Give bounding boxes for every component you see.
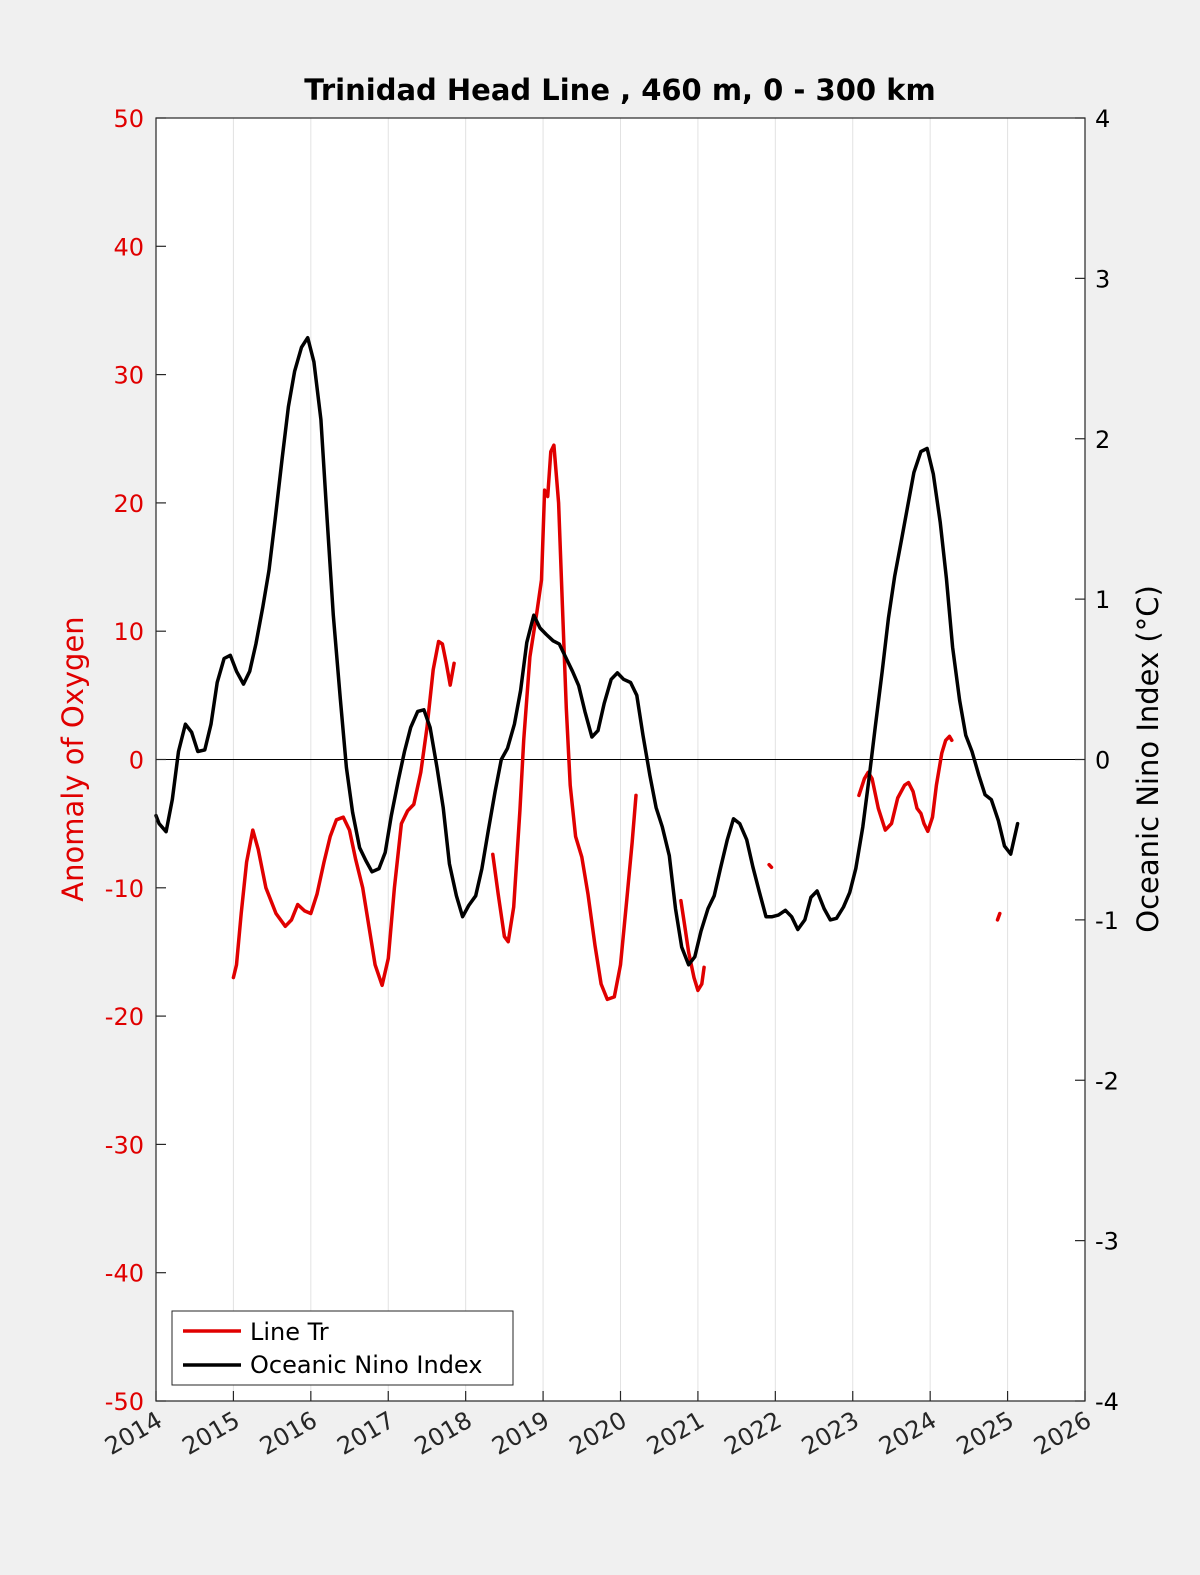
right-y-tick-label-0: 0 <box>1095 747 1110 775</box>
x-tick-label-2018: 2018 <box>410 1406 477 1461</box>
right-y-axis-tick-labels: 4 3 2 1 0 -1 -2 -3 -4 <box>1095 105 1119 1416</box>
x-tick-label-2017: 2017 <box>332 1406 399 1461</box>
x-tick-label-2026: 2026 <box>1029 1406 1096 1461</box>
left-y-tick-label--30: -30 <box>105 1131 144 1159</box>
left-y-axis-label: Anomaly of Oxygen <box>56 616 90 901</box>
line-tr-segment-2 <box>491 443 638 1002</box>
x-tick-label-2016: 2016 <box>255 1406 322 1461</box>
legend-box <box>171 1310 514 1386</box>
left-y-tick-label-0: 0 <box>129 747 144 775</box>
right-y-tick-label-2: 2 <box>1095 426 1110 454</box>
line-tr-segment-6 <box>995 911 1002 922</box>
x-tick-label-2022: 2022 <box>719 1406 786 1461</box>
series-layer <box>154 335 1020 1002</box>
right-y-tick-label--4: -4 <box>1095 1388 1119 1416</box>
left-y-axis-tick-labels: 50 40 30 20 10 0 -10 -20 -30 -40 -50 <box>105 105 144 1416</box>
left-y-tick-label--40: -40 <box>105 1260 144 1288</box>
x-tick-label-2020: 2020 <box>565 1406 632 1461</box>
legend-label-oni: Oceanic Nino Index <box>250 1351 482 1379</box>
line-tr-segment-5 <box>857 734 954 834</box>
line-tr-segment-3 <box>679 898 706 993</box>
right-y-tick-label--3: -3 <box>1095 1228 1119 1256</box>
x-tick-label-2024: 2024 <box>874 1406 941 1461</box>
line-tr-segment-4 <box>767 862 774 870</box>
right-y-tick-label-4: 4 <box>1095 105 1110 133</box>
line-tr-segment-1 <box>231 639 456 988</box>
right-y-tick-label-1: 1 <box>1095 586 1110 614</box>
right-y-axis-label: Oceanic Nino Index (°C) <box>1131 585 1165 933</box>
oni-line <box>154 335 1020 967</box>
left-y-tick-label-10: 10 <box>113 618 144 646</box>
left-y-tick-label-30: 30 <box>113 362 144 390</box>
x-tick-label-2023: 2023 <box>797 1406 864 1461</box>
x-tick-label-2019: 2019 <box>487 1406 554 1461</box>
left-y-tick-label--20: -20 <box>105 1003 144 1031</box>
left-y-tick-label-40: 40 <box>113 233 144 261</box>
right-y-tick-label--1: -1 <box>1095 907 1119 935</box>
left-y-tick-label-20: 20 <box>113 490 144 518</box>
left-y-tick-label--50: -50 <box>105 1388 144 1416</box>
x-tick-label-2015: 2015 <box>178 1406 245 1461</box>
x-tick-label-2025: 2025 <box>952 1406 1019 1461</box>
left-y-tick-label--10: -10 <box>105 875 144 903</box>
axis-ticks <box>155 117 1086 1402</box>
right-y-tick-label-3: 3 <box>1095 265 1110 293</box>
x-tick-label-2021: 2021 <box>642 1406 709 1461</box>
left-y-tick-label-50: 50 <box>113 105 144 133</box>
x-axis-tick-labels: 2014 2015 2016 2017 2018 2019 2020 2021 2022 2023… <box>100 1406 1096 1461</box>
chart-title: Trinidad Head Line , 460 m, 0 - 300 km <box>304 73 935 107</box>
right-y-tick-label--2: -2 <box>1095 1067 1119 1095</box>
legend-label-line-tr: Line Tr <box>250 1318 329 1346</box>
legend: Line Tr Oceanic Nino Index <box>171 1310 514 1386</box>
